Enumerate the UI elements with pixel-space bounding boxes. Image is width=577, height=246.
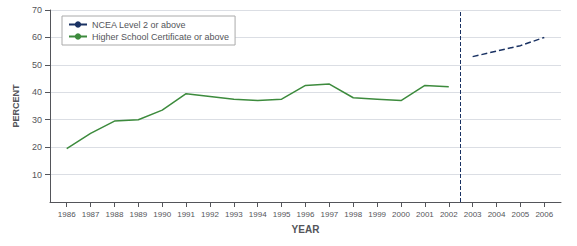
svg-text:1995: 1995	[273, 210, 291, 219]
svg-text:1996: 1996	[297, 210, 315, 219]
svg-text:1999: 1999	[368, 210, 386, 219]
svg-text:50: 50	[32, 60, 42, 70]
svg-text:2003: 2003	[464, 210, 482, 219]
svg-text:NCEA Level 2 or above: NCEA Level 2 or above	[92, 20, 186, 30]
svg-text:2006: 2006	[535, 210, 553, 219]
svg-text:1986: 1986	[58, 210, 76, 219]
svg-text:2000: 2000	[392, 210, 410, 219]
svg-text:2002: 2002	[440, 210, 458, 219]
svg-text:2001: 2001	[416, 210, 434, 219]
svg-text:1991: 1991	[177, 210, 195, 219]
svg-text:2004: 2004	[488, 210, 506, 219]
svg-text:10: 10	[32, 170, 42, 180]
svg-text:1993: 1993	[225, 210, 243, 219]
svg-text:PERCENT: PERCENT	[11, 84, 21, 128]
svg-text:Higher School Certificate or a: Higher School Certificate or above	[92, 32, 229, 42]
svg-text:1990: 1990	[153, 210, 171, 219]
svg-text:1998: 1998	[344, 210, 362, 219]
svg-text:2005: 2005	[512, 210, 530, 219]
svg-text:1994: 1994	[249, 210, 267, 219]
svg-text:20: 20	[32, 142, 42, 152]
svg-text:1988: 1988	[106, 210, 124, 219]
svg-text:1992: 1992	[201, 210, 219, 219]
svg-text:YEAR: YEAR	[292, 224, 321, 235]
svg-text:40: 40	[32, 87, 42, 97]
svg-text:1989: 1989	[129, 210, 147, 219]
svg-text:70: 70	[32, 5, 42, 15]
svg-text:30: 30	[32, 115, 42, 125]
svg-text:60: 60	[32, 32, 42, 42]
svg-text:1997: 1997	[320, 210, 338, 219]
svg-text:1987: 1987	[82, 210, 100, 219]
